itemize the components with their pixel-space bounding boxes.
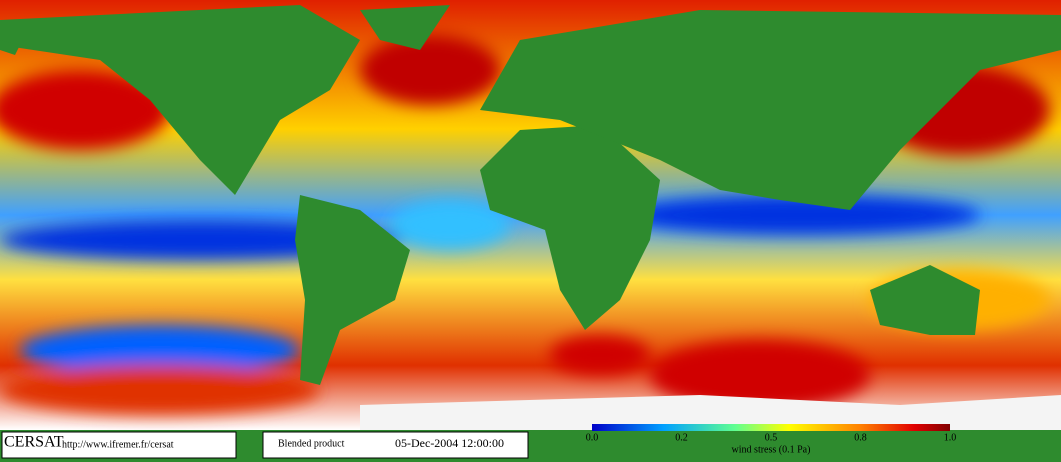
product: Blended product: [278, 438, 345, 449]
url: http://www.ifremer.fr/cersat: [62, 439, 174, 450]
antarctica: [360, 395, 1061, 430]
colorbar-label: wind stress (0.1 Pa): [732, 444, 811, 455]
colorbar-ticks: 0.0 0.2 0.5 0.8 1.0: [586, 432, 957, 443]
date: 05-Dec-2004 12:00:00: [395, 436, 504, 450]
colorbar-tick: 0.8: [854, 432, 867, 443]
colorbar-tick: 1.0: [944, 432, 957, 443]
colorbar-tick: 0.5: [765, 432, 778, 443]
colorbar-tick: 0.0: [586, 432, 599, 443]
land: [0, 5, 1061, 385]
logo-box: [1, 431, 237, 459]
colorbar-tick: 0.2: [675, 432, 688, 443]
product-box: [262, 431, 529, 459]
logo: CERSAT: [4, 434, 64, 451]
colorbar: [592, 424, 950, 431]
